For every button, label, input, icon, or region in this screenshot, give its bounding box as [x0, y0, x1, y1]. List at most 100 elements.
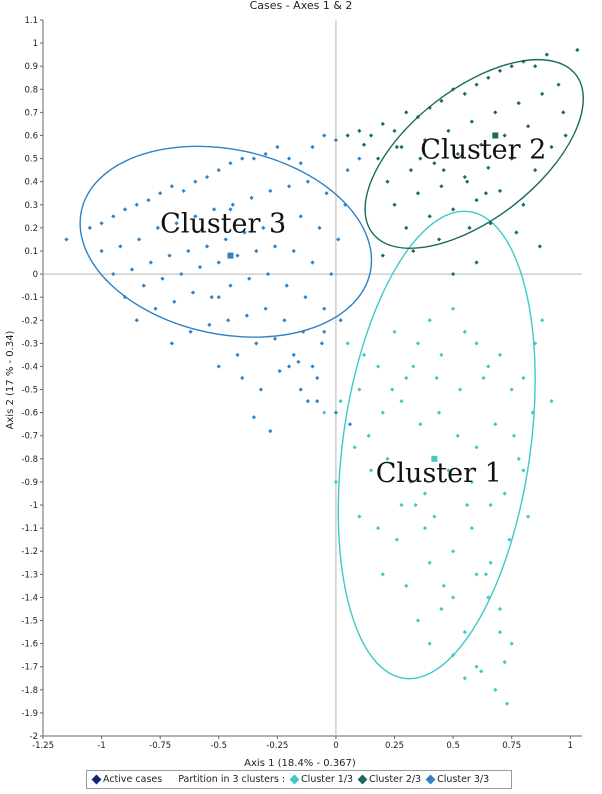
data-point	[462, 329, 467, 334]
data-point	[136, 237, 142, 242]
data-point	[418, 156, 423, 161]
data-point	[521, 59, 526, 64]
data-point	[451, 549, 456, 554]
data-point	[357, 514, 362, 519]
data-point	[317, 225, 322, 230]
data-point	[122, 207, 128, 212]
scatter-chart: Cases - Axes 1 & 2 1.1 1 0.9 0.8 0.7 0.6 0.5 0.…	[5, 0, 584, 769]
data-point	[333, 410, 339, 415]
data-point	[521, 375, 526, 381]
data-point	[502, 491, 507, 496]
data-point	[411, 248, 416, 254]
y-tick-label: 0.8	[24, 85, 38, 95]
data-point	[427, 214, 432, 219]
data-point	[129, 267, 135, 272]
data-point	[436, 237, 442, 242]
legend-item-cluster-2: Cluster 2/3	[357, 774, 421, 785]
data-point	[540, 318, 545, 323]
data-point	[533, 341, 538, 346]
data-point	[141, 283, 146, 288]
data-point	[521, 202, 526, 207]
data-point	[343, 202, 348, 207]
data-point	[427, 318, 432, 323]
data-point	[422, 491, 428, 496]
data-point	[333, 138, 339, 143]
data-point	[319, 341, 324, 346]
data-point	[134, 318, 139, 323]
y-tick-label: -0.2	[21, 316, 38, 326]
data-point	[242, 230, 247, 235]
data-point	[249, 195, 254, 200]
data-point	[465, 179, 470, 184]
data-point	[190, 290, 196, 295]
data-point	[561, 110, 566, 115]
data-point	[483, 191, 489, 196]
data-point	[451, 595, 456, 600]
x-tick-label: -1.25	[32, 741, 54, 751]
data-point	[310, 364, 315, 369]
data-point	[268, 188, 273, 194]
data-point	[390, 387, 395, 392]
data-point	[153, 306, 158, 311]
data-point	[357, 387, 362, 392]
data-point	[204, 244, 210, 249]
data-point	[385, 179, 390, 184]
y-tick-label: -1.9	[21, 709, 38, 719]
legend-item-cluster-1: Cluster 1/3	[289, 774, 353, 785]
data-point	[223, 237, 228, 242]
data-point	[392, 128, 397, 133]
data-point	[462, 174, 467, 180]
y-tick-label: -1.6	[21, 640, 38, 650]
x-tick-label: 0.5	[446, 741, 460, 751]
data-point	[277, 368, 282, 374]
data-point	[462, 676, 467, 681]
data-point	[286, 184, 292, 189]
cluster-ellipse	[364, 58, 584, 249]
data-point	[179, 271, 184, 277]
data-point	[158, 191, 163, 196]
data-point	[310, 144, 315, 150]
x-tick-label: -1	[97, 741, 105, 751]
data-point	[404, 375, 409, 381]
data-point	[404, 225, 409, 230]
y-tick-label: 0.5	[24, 155, 38, 165]
data-point	[366, 433, 371, 438]
data-point	[467, 225, 472, 230]
data-point	[474, 572, 479, 577]
data-point	[432, 161, 437, 166]
data-point	[338, 398, 343, 404]
data-point	[322, 410, 327, 415]
data-point	[254, 248, 259, 254]
data-point	[347, 422, 353, 427]
data-point	[216, 260, 221, 265]
y-tick-label: 0	[33, 270, 38, 280]
data-point	[441, 583, 446, 588]
legend-item-cluster-3: Cluster 3/3	[425, 774, 489, 785]
data-point	[226, 318, 231, 323]
data-point	[537, 244, 542, 249]
data-point	[174, 221, 179, 226]
x-tick-label: -0.25	[266, 741, 288, 751]
data-point	[261, 225, 266, 230]
data-point	[509, 387, 514, 392]
chart-title: Cases - Axes 1 & 2	[250, 0, 353, 12]
data-point	[392, 329, 397, 334]
axes: 1.1 1 0.9 0.8 0.7 0.6 0.5 0.4 0.3 0.2 0.1 0 -0.1 -0.2…	[21, 16, 582, 751]
data-point	[399, 502, 404, 508]
cluster-centroid	[431, 455, 438, 462]
data-point	[408, 479, 414, 485]
data-point	[155, 225, 160, 230]
y-tick-label: 0.4	[24, 178, 38, 188]
y-tick-label: -0.6	[21, 409, 38, 419]
legend-item-active-cases: Active cases	[91, 774, 162, 785]
data-point	[399, 398, 404, 404]
data-point	[301, 329, 306, 334]
data-point	[432, 514, 437, 519]
diamond-icon	[425, 774, 436, 785]
data-point	[315, 375, 320, 381]
data-point	[493, 110, 498, 115]
data-point	[380, 572, 385, 577]
data-point	[181, 188, 186, 194]
legend-partition-label: Partition in 3 clusters :	[178, 774, 286, 785]
